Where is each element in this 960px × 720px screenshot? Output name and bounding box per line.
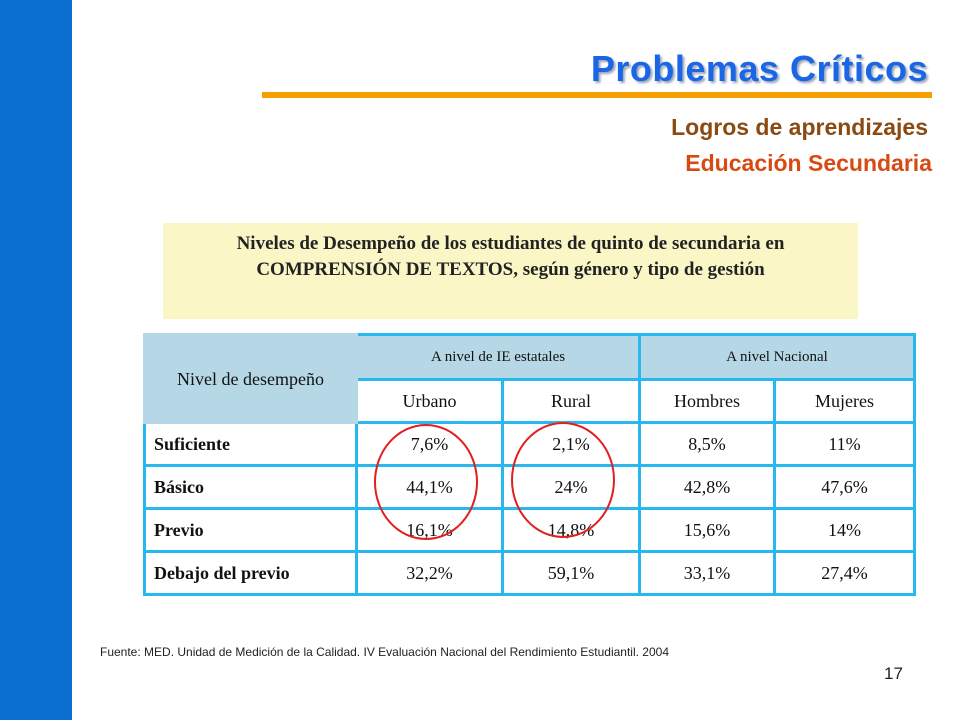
group-header-national: A nivel Nacional (637, 333, 917, 381)
table-cell: 47,6% (772, 464, 917, 510)
highlight-circle-urban (374, 424, 478, 540)
table-cell: 33,1% (638, 550, 776, 596)
source-note: Fuente: MED. Unidad de Medición de la Ca… (100, 645, 669, 659)
table-cell: 59,1% (501, 550, 641, 596)
table-caption-box: Niveles de Desempeño de los estudiantes … (163, 223, 858, 319)
row-label: Suficiente (143, 421, 358, 467)
table-cell: 8,5% (638, 421, 776, 467)
column-header-urban: Urbano (355, 378, 504, 424)
table-cell: 27,4% (772, 550, 917, 596)
column-header-women: Mujeres (772, 378, 917, 424)
page-number: 17 (884, 664, 903, 683)
table-row: Debajo del previo 32,2% 59,1% 33,1% 27,4… (143, 550, 917, 596)
subtitle-achievements: Logros de aprendizajes (671, 114, 928, 140)
row-label: Previo (143, 507, 358, 553)
column-header-men: Hombres (638, 378, 776, 424)
table-cell: 15,6% (638, 507, 776, 553)
table-cell: 14% (772, 507, 917, 553)
highlight-circle-rural (511, 422, 615, 538)
title-underline (262, 92, 932, 98)
table-cell: 32,2% (355, 550, 504, 596)
column-header-rural: Rural (501, 378, 641, 424)
row-label: Básico (143, 464, 358, 510)
table-cell: 11% (772, 421, 917, 467)
row-label: Debajo del previo (143, 550, 358, 596)
slide-title: Problemas Críticos (590, 48, 928, 89)
subtitle-secondary-education: Educación Secundaria (685, 150, 932, 176)
left-accent-bar (0, 0, 72, 720)
level-column-header: Nivel de desempeño (143, 333, 358, 424)
table-cell: 42,8% (638, 464, 776, 510)
group-header-state-schools: A nivel de IE estatales (355, 333, 641, 381)
